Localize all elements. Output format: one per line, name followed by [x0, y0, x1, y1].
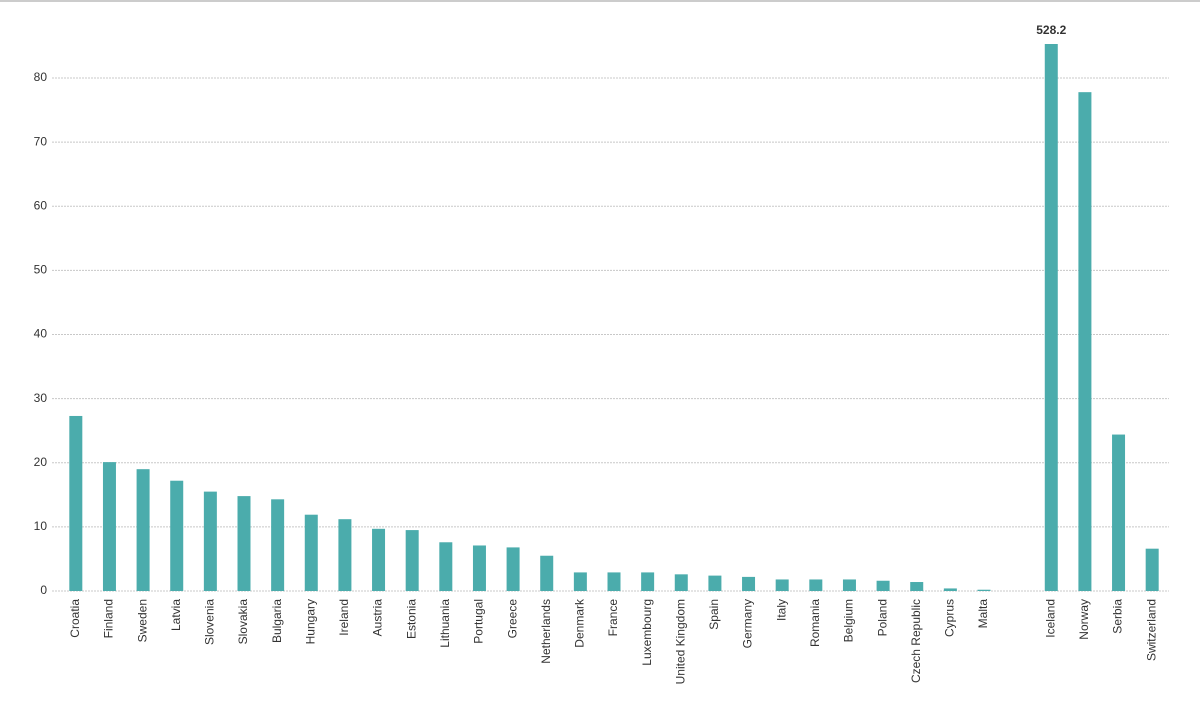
x-tick-label: Sweden	[135, 599, 149, 642]
x-tick-label: Malta	[976, 599, 990, 629]
bar	[170, 480, 184, 591]
x-tick-label: Ireland	[337, 599, 351, 636]
bar	[708, 575, 722, 591]
bar	[943, 588, 957, 591]
x-tick-label: Netherlands	[539, 599, 553, 664]
value-label: 528.2	[1036, 23, 1066, 37]
bar	[641, 572, 655, 591]
x-tick-label: Greece	[505, 599, 519, 639]
bar	[439, 542, 453, 591]
y-tick-label: 0	[40, 583, 47, 597]
y-tick-label: 20	[34, 455, 48, 469]
x-tick-label: Estonia	[404, 599, 418, 639]
x-tick-label: France	[606, 599, 620, 637]
bar	[977, 589, 991, 591]
bar	[405, 530, 419, 591]
x-tick-label: Lithuania	[438, 599, 452, 648]
x-tick-label: Switzerland	[1144, 599, 1158, 661]
x-tick-label: Austria	[371, 599, 385, 637]
x-tick-label: Portugal	[472, 599, 486, 644]
bar	[775, 579, 789, 591]
x-tick-label: Latvia	[169, 599, 183, 631]
bar	[674, 574, 688, 591]
x-tick-label: Poland	[875, 599, 889, 636]
x-tick-label: United Kingdom	[673, 599, 687, 684]
y-tick-label: 80	[34, 70, 48, 84]
bar	[842, 579, 856, 591]
x-tick-label: Germany	[741, 599, 755, 648]
x-tick-label: Finland	[102, 599, 116, 638]
x-tick-label: Slovakia	[236, 599, 250, 645]
bar	[1112, 434, 1126, 591]
x-tick-label: Luxembourg	[640, 599, 654, 666]
x-tick-label: Serbia	[1111, 599, 1125, 634]
bar	[573, 572, 587, 591]
y-tick-label: 10	[34, 519, 48, 533]
bar	[203, 491, 217, 591]
x-tick-label: Iceland	[1043, 599, 1057, 638]
y-tick-label: 60	[34, 198, 48, 212]
x-tick-label: Romania	[808, 599, 822, 647]
y-tick-label: 70	[34, 134, 48, 148]
bar	[1078, 92, 1092, 591]
bar	[102, 462, 116, 591]
bar	[237, 496, 251, 591]
bar	[472, 545, 486, 591]
x-tick-label: Denmark	[573, 598, 587, 648]
bar	[742, 576, 756, 591]
x-tick-label: Cyprus	[943, 599, 957, 637]
bar	[1044, 44, 1058, 591]
bar	[910, 582, 924, 591]
y-tick-label: 40	[34, 327, 48, 341]
bar	[136, 469, 150, 591]
bar	[607, 572, 621, 591]
x-tick-label: Croatia	[68, 599, 82, 638]
x-tick-label: Czech Republic	[909, 599, 923, 683]
y-tick-label: 50	[34, 263, 48, 277]
x-tick-label: Bulgaria	[270, 599, 284, 643]
bar	[372, 528, 386, 591]
bar	[271, 499, 285, 591]
bar	[1145, 548, 1159, 591]
bar	[338, 519, 352, 591]
bar	[304, 514, 318, 591]
x-tick-label: Slovenia	[203, 599, 217, 645]
x-tick-label: Spain	[707, 599, 721, 630]
x-tick-label: Belgium	[842, 599, 856, 642]
bar	[506, 547, 520, 591]
bar	[540, 555, 554, 591]
bar	[876, 580, 890, 591]
x-tick-label: Italy	[774, 599, 788, 621]
bar	[69, 415, 83, 591]
x-tick-label: Norway	[1077, 599, 1091, 640]
x-tick-label: Hungary	[303, 599, 317, 644]
y-tick-label: 30	[34, 391, 48, 405]
bar	[809, 579, 823, 591]
